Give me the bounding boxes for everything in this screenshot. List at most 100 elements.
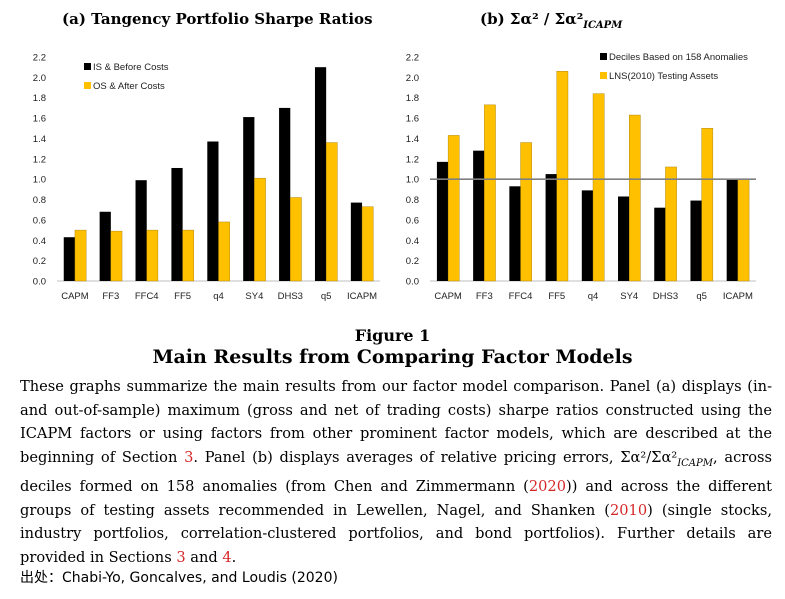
y-tick-label: 1.8: [33, 93, 46, 104]
section-link[interactable]: 4: [222, 549, 232, 567]
legend-label: OS & After Costs: [93, 81, 165, 92]
x-tick-label: DHS3: [653, 291, 678, 302]
y-tick-label: 1.2: [33, 154, 46, 165]
y-tick-label: 1.4: [33, 134, 46, 145]
y-tick-label: 0.6: [33, 215, 46, 226]
bar[interactable]: [63, 237, 75, 281]
bar[interactable]: [629, 114, 641, 282]
bar[interactable]: [135, 180, 147, 281]
bar[interactable]: [207, 141, 219, 281]
bar[interactable]: [279, 107, 291, 281]
section-link[interactable]: 3: [176, 549, 186, 567]
bar[interactable]: [592, 93, 605, 282]
x-tick-label: ICAPM: [723, 291, 753, 302]
figure-charts: 0.0 0.2 0.4 0.6 0.8 1.0 1.2 1.4 1.6 1.8 2.0 2.2 CAPM…: [33, 52, 756, 302]
source-note: 出处：Chabi-Yo, Goncalves, and Loudis (2020…: [20, 570, 338, 586]
caption-text-3: , across deciles formed on 158 anomalies…: [20, 448, 772, 496]
y-tick-label: 0.8: [406, 195, 419, 206]
bar[interactable]: [110, 230, 123, 282]
y-tick-label: 0.6: [406, 215, 419, 226]
bar[interactable]: [243, 117, 255, 281]
x-tick-label: FF3: [102, 291, 119, 302]
bar[interactable]: [618, 196, 630, 281]
y-tick-label: 1.6: [406, 114, 419, 125]
panel-b-title-prefix: (b): [480, 10, 505, 28]
bar[interactable]: [325, 142, 338, 282]
bar[interactable]: [182, 229, 195, 282]
bar[interactable]: [218, 221, 230, 282]
bar[interactable]: [314, 67, 327, 281]
legend-label: IS & Before Costs: [93, 62, 169, 73]
figure-caption: These graphs summarize the main results …: [20, 375, 772, 570]
y-tick-label: 0.0: [33, 277, 46, 288]
bar[interactable]: [701, 128, 714, 282]
bar[interactable]: [447, 135, 460, 282]
bar[interactable]: [690, 200, 702, 281]
x-tick-label: DHS3: [278, 291, 303, 302]
x-tick-label: CAPM: [61, 291, 89, 302]
bar[interactable]: [556, 71, 569, 282]
bar[interactable]: [350, 202, 363, 281]
bar[interactable]: [74, 229, 87, 282]
bar[interactable]: [254, 177, 266, 282]
bar[interactable]: [484, 104, 496, 282]
bar[interactable]: [436, 161, 449, 281]
x-tick-label: FF5: [548, 291, 565, 302]
panel-a-title: (a) Tangency Portfolio Sharpe Ratios: [62, 10, 373, 28]
bar[interactable]: [545, 174, 557, 281]
y-tick-label: 0.4: [33, 236, 46, 247]
x-tick-label: SY4: [245, 291, 263, 302]
panel-b-title-subscript: ICAPM: [583, 20, 623, 31]
y-tick-label: 1.6: [33, 114, 46, 125]
caption-text-1: These graphs summarize the main results …: [20, 378, 772, 466]
x-tick-label: q4: [213, 291, 224, 302]
x-tick-label: q5: [696, 291, 707, 302]
x-tick-label: FF5: [174, 291, 191, 302]
legend-label: Deciles Based on 158 Anomalies: [609, 52, 748, 63]
section-link[interactable]: 3: [184, 448, 194, 466]
caption-text-7: .: [231, 549, 237, 567]
citation-link[interactable]: 2010: [609, 501, 648, 519]
x-tick-label: q4: [588, 291, 599, 302]
y-tick-label: 1.2: [406, 154, 419, 165]
legend-label: LNS(2010) Testing Assets: [609, 71, 718, 82]
y-tick-label: 2.0: [33, 73, 46, 84]
x-tick-label: CAPM: [434, 291, 462, 302]
bar[interactable]: [737, 178, 750, 282]
bar[interactable]: [726, 179, 738, 281]
legend-swatch: [84, 63, 91, 70]
y-tick-label: 0.0: [406, 277, 419, 288]
y-tick-label: 0.8: [33, 195, 46, 206]
bar[interactable]: [146, 229, 159, 282]
y-tick-label: 1.0: [33, 175, 46, 186]
y-tick-label: 1.8: [406, 93, 419, 104]
bar[interactable]: [99, 211, 111, 281]
legend-swatch: [84, 82, 91, 89]
bar[interactable]: [361, 206, 374, 282]
y-tick-label: 0.2: [33, 256, 46, 267]
panel-b-title-math: Σα² / Σα²: [509, 10, 584, 28]
caption-text-2: . Panel (b) displays averages of relativ…: [193, 448, 678, 466]
bar[interactable]: [290, 197, 302, 282]
bar[interactable]: [654, 207, 666, 281]
x-tick-label: FFC4: [509, 291, 533, 302]
panel-b-title: (b) Σα² / Σα²ICAPM: [480, 10, 622, 31]
x-tick-label: ICAPM: [347, 291, 377, 302]
bar[interactable]: [520, 142, 532, 282]
bar[interactable]: [581, 190, 593, 281]
y-tick-label: 2.2: [33, 53, 46, 64]
figure-title: Main Results from Comparing Factor Model…: [152, 346, 633, 368]
citation-link[interactable]: 2020: [528, 478, 566, 496]
x-tick-label: SY4: [620, 291, 638, 302]
y-tick-label: 0.2: [406, 256, 419, 267]
bar[interactable]: [665, 166, 677, 282]
bar[interactable]: [171, 167, 183, 281]
y-tick-label: 2.2: [406, 53, 419, 64]
figure-number: Figure 1: [354, 326, 431, 345]
bar[interactable]: [473, 150, 485, 281]
caption-text-6: and: [185, 549, 223, 567]
x-tick-label: q5: [321, 291, 332, 302]
bar[interactable]: [509, 186, 521, 281]
x-tick-label: FFC4: [135, 291, 159, 302]
y-tick-label: 0.4: [406, 236, 419, 247]
